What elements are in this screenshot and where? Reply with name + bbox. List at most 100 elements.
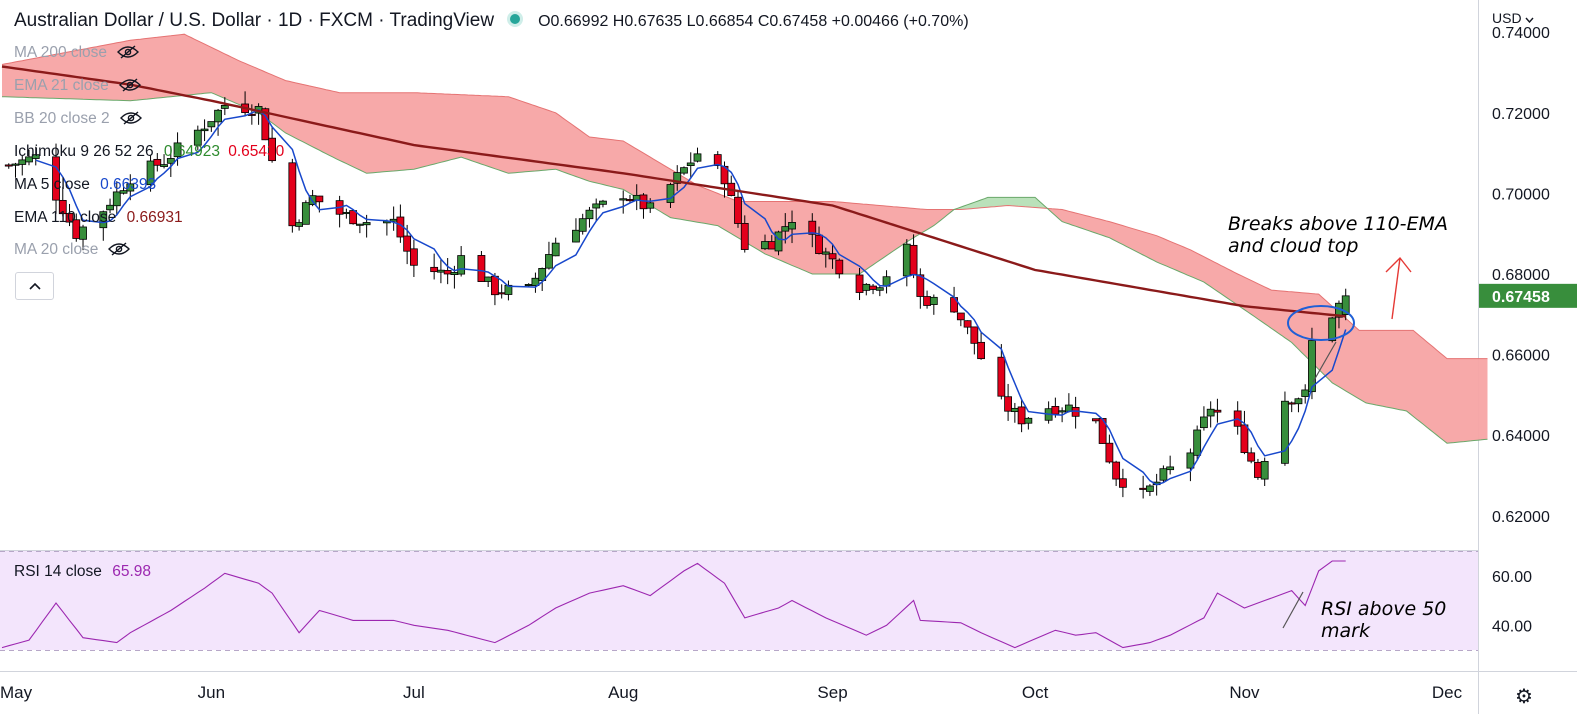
annotation-rsi-line2: mark — [1321, 620, 1370, 642]
candle-up — [875, 287, 884, 291]
candle-down — [734, 196, 742, 224]
eye-hidden-icon[interactable] — [119, 111, 142, 125]
rsi-legend[interactable]: RSI 14 close 65.98 — [14, 563, 151, 581]
candle-up — [484, 276, 493, 282]
candles-group — [4, 91, 1350, 499]
candle-up — [99, 211, 108, 229]
legend-ma200[interactable]: MA 200 close — [14, 44, 140, 62]
candle-up — [693, 153, 702, 162]
legend-ma5[interactable]: MA 5 close 0.66393 — [14, 176, 156, 194]
annotation-breaks-line2: and cloud top — [1228, 235, 1359, 257]
candle-up — [106, 204, 114, 211]
candle-down — [430, 266, 439, 273]
current-price-label: 0.67458 — [1492, 289, 1550, 306]
candle-up — [686, 162, 695, 166]
candle-up — [1206, 408, 1215, 417]
legend-bb-label: BB 20 close 2 — [14, 110, 110, 127]
candle-down — [1112, 461, 1121, 480]
legend-ema21[interactable]: EMA 21 close — [14, 77, 141, 95]
symbol-title: Australian Dollar / U.S. Dollar · 1D · F… — [14, 10, 495, 31]
candle-up — [207, 121, 216, 128]
candle-down — [1118, 478, 1127, 488]
legend-ema110[interactable]: EMA 110 close 0.66931 — [14, 209, 183, 227]
eye-hidden-icon[interactable] — [118, 78, 141, 92]
price-tick-label: 0.70000 — [1492, 186, 1550, 203]
candle-up — [680, 167, 688, 174]
gear-icon[interactable]: ⚙ — [1515, 686, 1533, 708]
trend-line-price — [1312, 341, 1337, 383]
candle-up — [25, 156, 33, 163]
candle-up — [1166, 466, 1175, 471]
time-tick-label: May — [0, 683, 33, 702]
legend-ichimoku[interactable]: Ichimoku 9 26 52 26 0.64923 0.65430 — [14, 143, 284, 161]
candle-up — [173, 142, 182, 158]
candle-down — [855, 274, 864, 293]
legend-ema110-value: 0.66931 — [126, 209, 183, 226]
candle-down — [477, 255, 486, 282]
legend-ma200-label: MA 200 close — [14, 44, 108, 61]
candle-down — [65, 213, 74, 223]
candle-down — [4, 164, 13, 167]
candle-up — [1064, 404, 1073, 412]
currency-selector[interactable]: USD — [1492, 10, 1534, 26]
candle-up — [1301, 389, 1310, 397]
chevron-up-icon — [28, 282, 41, 290]
rsi-band — [0, 551, 1478, 651]
time-tick-label: Jun — [198, 683, 225, 702]
candle-down — [713, 154, 722, 167]
candle-up — [437, 269, 445, 273]
candle-up — [389, 218, 398, 222]
highlight-ellipse — [1287, 305, 1355, 341]
currency-label: USD — [1492, 10, 1522, 26]
candle-down — [869, 285, 877, 290]
rsi-value: 65.98 — [112, 563, 151, 580]
candle-down — [740, 222, 749, 250]
price-tick-label: 0.66000 — [1492, 348, 1550, 365]
up-arrow-head — [1385, 256, 1412, 273]
price-tick-label: 0.62000 — [1492, 509, 1550, 526]
up-arrow-shaft — [1391, 257, 1401, 320]
candle-up — [166, 158, 175, 164]
candle-up — [1260, 461, 1269, 480]
candle-up — [619, 198, 628, 201]
chart-header: Australian Dollar / U.S. Dollar · 1D · F… — [14, 10, 969, 32]
annotation-breaks: Breaks above 110-EMA and cloud top — [1228, 213, 1448, 257]
ema110-line — [1, 65, 1346, 318]
time-tick-label: Sep — [817, 683, 847, 702]
collapse-legend-button[interactable] — [15, 272, 54, 300]
candle-down — [491, 275, 499, 296]
candle-down — [1287, 402, 1296, 405]
candle-up — [342, 212, 351, 215]
legend-bb[interactable]: BB 20 close 2 — [14, 110, 142, 128]
candle-up — [673, 172, 682, 184]
candle-up — [1341, 295, 1350, 316]
legend-ma20[interactable]: MA 20 close — [14, 241, 131, 259]
candle-down — [443, 270, 452, 275]
candle-up — [781, 226, 790, 232]
candle-up — [214, 109, 222, 123]
annotation-breaks-line1: Breaks above 110-EMA — [1228, 213, 1448, 235]
candle-up — [193, 129, 202, 146]
candle-down — [767, 241, 776, 250]
candle-up — [666, 184, 675, 203]
candle-up — [126, 183, 135, 192]
candle-down — [956, 312, 965, 321]
eye-hidden-icon[interactable] — [117, 45, 140, 59]
time-tick-label: Oct — [1022, 683, 1049, 702]
candle-up — [1200, 416, 1208, 429]
candle-up — [538, 267, 547, 281]
eye-hidden-icon[interactable] — [108, 242, 131, 256]
candle-up — [160, 164, 168, 167]
candle-down — [815, 234, 823, 254]
candle-down — [639, 194, 648, 210]
candle-up — [200, 128, 209, 132]
candle-down — [963, 320, 972, 328]
candle-down — [1139, 487, 1148, 490]
candle-up — [761, 241, 769, 250]
time-tick-label: Dec — [1432, 683, 1463, 702]
trend-line-rsi — [1282, 591, 1304, 629]
candle-up — [1159, 468, 1168, 481]
candle-down — [1091, 418, 1100, 422]
candle-up — [220, 104, 229, 109]
